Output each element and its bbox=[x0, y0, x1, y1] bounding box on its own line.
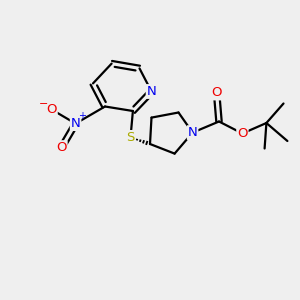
Text: O: O bbox=[211, 86, 222, 100]
Text: O: O bbox=[46, 103, 57, 116]
Text: +: + bbox=[78, 111, 86, 121]
Text: O: O bbox=[56, 141, 67, 154]
Text: S: S bbox=[126, 131, 135, 144]
Text: N: N bbox=[71, 117, 80, 130]
Text: N: N bbox=[188, 126, 197, 139]
Text: −: − bbox=[38, 99, 48, 109]
Text: O: O bbox=[237, 127, 248, 140]
Text: N: N bbox=[147, 85, 156, 98]
